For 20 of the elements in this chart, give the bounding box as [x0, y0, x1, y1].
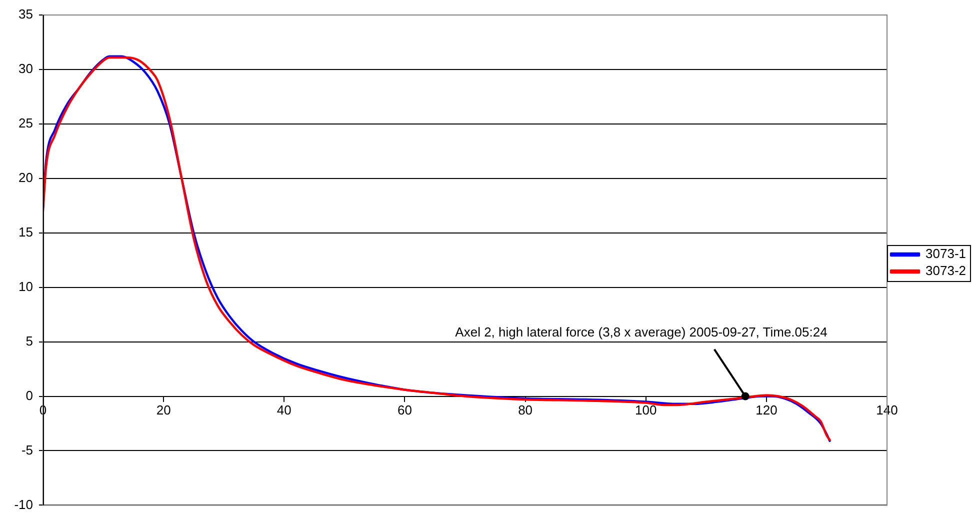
y-tick-label: 35 — [18, 6, 33, 22]
x-tick-label: 40 — [276, 402, 292, 418]
legend-label: 3073-1 — [926, 246, 966, 262]
legend-label: 3073-2 — [926, 263, 966, 278]
y-tick-label: 15 — [18, 224, 33, 240]
annotation: Axel 2, high lateral force (3,8 x average) 2005-09-27, Time.05:24 — [455, 324, 828, 340]
y-tick-label: 25 — [18, 116, 33, 131]
x-tick-label: 80 — [518, 402, 533, 418]
x-tick-label: 60 — [397, 402, 412, 418]
x-tick-label: 140 — [876, 402, 898, 418]
y-tick-label: 10 — [18, 278, 33, 294]
y-tick-label: 5 — [26, 333, 33, 348]
y-tick-label: 30 — [18, 61, 33, 76]
y-tick-label: -5 — [21, 442, 33, 458]
y-tick-label: 0 — [26, 388, 33, 403]
x-tick-label: 120 — [756, 402, 778, 418]
x-tick-label: 100 — [635, 402, 657, 418]
y-tick-label: 20 — [18, 170, 33, 185]
y-tick-label: -10 — [14, 496, 33, 512]
x-tick-label: 20 — [156, 402, 171, 418]
